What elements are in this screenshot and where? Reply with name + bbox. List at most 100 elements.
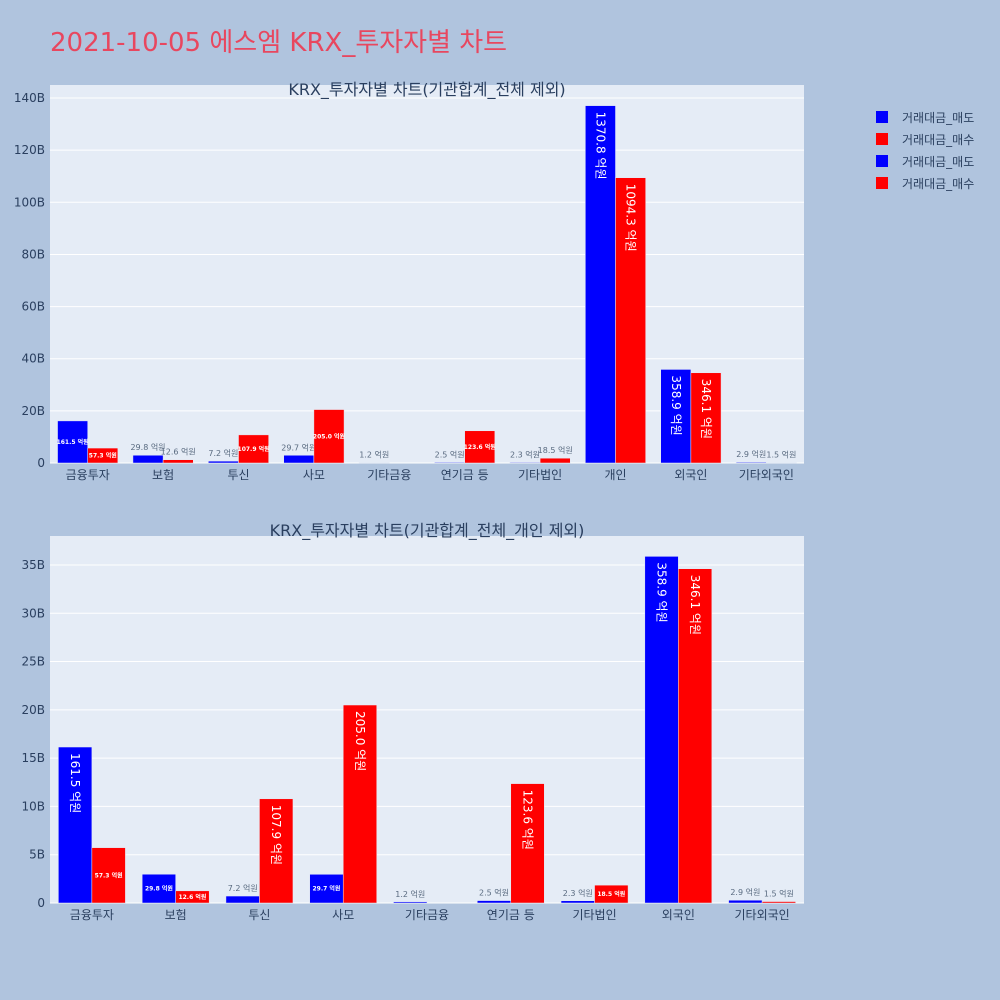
x-tick-label: 투신	[248, 908, 270, 922]
x-tick-label: 금융투자	[70, 908, 114, 922]
data-label: 2.9 억원	[736, 449, 766, 459]
legend-swatch	[876, 111, 888, 123]
y-tick-label: 80B	[21, 247, 45, 261]
data-label: 205.0 억원	[353, 711, 367, 771]
data-label: 161.5 억원	[68, 753, 82, 813]
data-label: 12.6 억원	[178, 893, 206, 901]
bar-buy	[594, 884, 629, 904]
data-label: 2.3 억원	[563, 888, 593, 898]
data-label: 1.5 억원	[766, 450, 796, 460]
x-tick-label: 외국인	[674, 468, 707, 482]
bar-buy	[464, 430, 496, 464]
chart-title: KRX_투자자별 차트(기관합계_전체_개인 제외)	[270, 521, 585, 541]
y-tick-label: 20B	[21, 404, 45, 418]
bar-buy	[539, 457, 571, 464]
data-label: 1370.8 억원	[593, 112, 607, 180]
data-label: 358.9 억원	[669, 375, 683, 435]
x-tick-label: 기타법인	[572, 908, 616, 922]
legend-swatch	[876, 133, 888, 145]
legend-swatch	[876, 155, 888, 167]
bar-sell	[58, 746, 93, 904]
data-label: 2.5 억원	[479, 888, 509, 898]
bar-sell	[660, 369, 692, 464]
data-label: 1.2 억원	[359, 450, 389, 460]
data-label: 123.6 억원	[521, 790, 535, 850]
x-tick-label: 기타법인	[518, 468, 562, 482]
bar-sell	[393, 901, 428, 904]
bar-sell	[509, 462, 541, 464]
data-label: 12.6 억원	[161, 447, 196, 457]
legend-item[interactable]: 거래대금_매수	[876, 128, 974, 150]
legend-item[interactable]: 거래대금_매도	[876, 150, 974, 172]
bar-sell	[132, 454, 164, 464]
bar-buy	[761, 901, 796, 904]
x-tick-label: 사모	[303, 468, 325, 482]
y-tick-label: 35B	[21, 558, 45, 572]
bar-buy	[238, 434, 269, 464]
legend-label: 거래대금_매도	[902, 154, 975, 169]
x-tick-label: 외국인	[662, 908, 695, 922]
bar-buy	[690, 372, 722, 464]
bar-buy	[259, 798, 294, 904]
bar-buy	[313, 409, 345, 464]
y-tick-label: 140B	[14, 91, 45, 105]
y-tick-label: 10B	[21, 799, 45, 813]
bar-sell	[477, 900, 512, 904]
x-tick-label: 개인	[604, 468, 626, 482]
bar-buy	[510, 783, 545, 904]
x-tick-label: 연기금 등	[487, 908, 535, 922]
bar-buy	[175, 890, 210, 904]
y-tick-label: 20B	[21, 703, 45, 717]
y-tick-label: 0	[37, 896, 45, 910]
y-tick-label: 40B	[21, 352, 45, 366]
bar-buy	[87, 447, 119, 464]
x-tick-label: 보험	[165, 908, 187, 922]
data-label: 29.8 억원	[145, 885, 173, 893]
bar-sell	[585, 105, 616, 464]
data-label: 29.7 억원	[312, 885, 340, 893]
data-label: 57.3 억원	[95, 871, 123, 879]
data-label: 7.2 억원	[208, 448, 238, 458]
bar-sell	[735, 461, 767, 464]
bar-buy	[678, 568, 713, 904]
data-label: 346.1 억원	[688, 575, 702, 635]
legend[interactable]: 거래대금_매도 거래대금_매수 거래대금_매도 거래대금_매수	[876, 106, 974, 194]
bar-buy	[342, 704, 377, 904]
legend-swatch	[876, 177, 888, 189]
x-tick-label: 보험	[152, 468, 174, 482]
data-label: 346.1 억원	[699, 379, 713, 439]
legend-label: 거래대금_매수	[902, 132, 975, 147]
data-label: 57.3 억원	[89, 452, 117, 460]
data-label: 2.9 억원	[730, 887, 760, 897]
bar-sell	[225, 895, 260, 904]
y-tick-label: 30B	[21, 606, 45, 620]
bar-sell	[728, 899, 763, 904]
data-label: 29.7 억원	[281, 442, 316, 452]
y-tick-label: 25B	[21, 655, 45, 669]
bar-buy	[615, 177, 646, 464]
data-label: 205.0 억원	[313, 432, 345, 440]
data-label: 18.5 억원	[538, 445, 573, 455]
legend-item[interactable]: 거래대금_매도	[876, 106, 974, 128]
data-label: 1094.3 억원	[624, 184, 638, 252]
data-label: 2.3 억원	[510, 449, 540, 459]
legend-item[interactable]: 거래대금_매수	[876, 172, 974, 194]
y-tick-label: 0	[37, 456, 45, 470]
bar-buy	[91, 847, 126, 904]
x-tick-label: 기타금융	[405, 908, 449, 922]
bar-sell	[141, 873, 176, 904]
y-tick-label: 5B	[29, 848, 45, 862]
y-tick-label: 60B	[21, 300, 45, 314]
bar-sell	[309, 874, 344, 904]
y-tick-label: 100B	[14, 195, 45, 209]
bar-sell	[434, 462, 465, 464]
data-label: 107.9 억원	[269, 805, 283, 865]
chart-title: KRX_투자자별 차트(기관합계_전체 제외)	[288, 80, 565, 100]
bar-sell	[283, 455, 315, 464]
bar-sell	[57, 420, 88, 464]
data-label: 358.9 억원	[655, 562, 669, 622]
legend-label: 거래대금_매수	[902, 176, 975, 191]
x-tick-label: 기타외국인	[739, 468, 794, 482]
legend-label: 거래대금_매도	[902, 110, 975, 125]
